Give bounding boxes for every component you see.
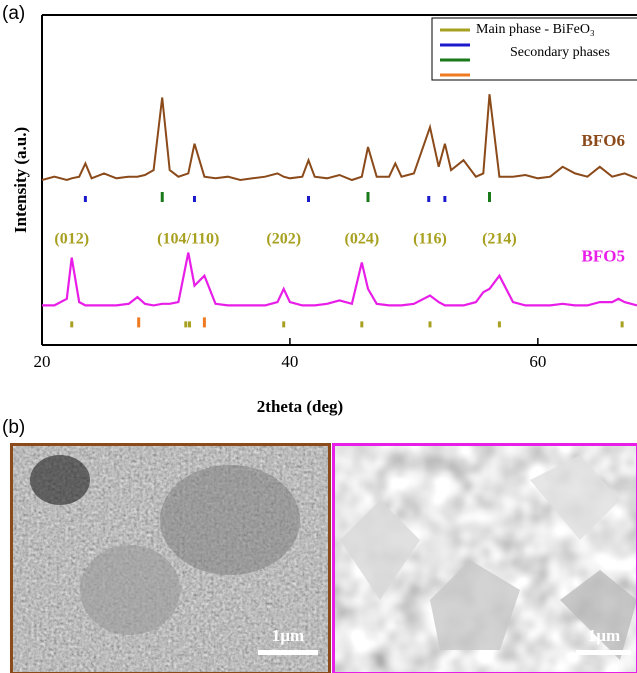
panel-label: (b) (2, 417, 25, 438)
scale-bar-label: 1µm (272, 626, 304, 645)
panel-label: (a) (2, 3, 25, 24)
y-axis-label: Intensity (a.u.) (11, 127, 30, 233)
peak-label: (104/110) (157, 231, 219, 248)
peak-label: (116) (413, 231, 447, 248)
x-tick-label: 60 (529, 352, 546, 371)
scale-bar (258, 650, 318, 655)
peak-label: (024) (344, 231, 379, 248)
series-label: BFO6 (582, 131, 625, 150)
series-label: BFO5 (582, 246, 625, 265)
pore (30, 455, 90, 505)
spectrum-line (42, 253, 637, 306)
scale-bar (576, 650, 631, 655)
particle (80, 545, 180, 635)
scale-bar-label: 1µm (588, 626, 620, 645)
peak-label: (214) (482, 231, 517, 248)
x-tick-label: 40 (281, 352, 298, 371)
x-axis-label: 2theta (deg) (257, 397, 343, 416)
spectrum-line (42, 94, 637, 180)
legend-label: Secondary phases (510, 45, 610, 60)
legend: Main phase - BiFeO₃ Secondary phases (432, 18, 637, 80)
particle (160, 465, 300, 575)
figure: (a) (b) Intensity (a.u.) 2theta (deg) 1µ… (0, 0, 637, 673)
peak-label: (012) (54, 231, 89, 248)
peak-label: (202) (266, 231, 301, 248)
x-tick-label: 20 (34, 352, 51, 371)
legend-label: Main phase - BiFeO₃ (476, 22, 595, 37)
page: {"chart_data": { "type": "line", "panel_… (0, 0, 637, 673)
